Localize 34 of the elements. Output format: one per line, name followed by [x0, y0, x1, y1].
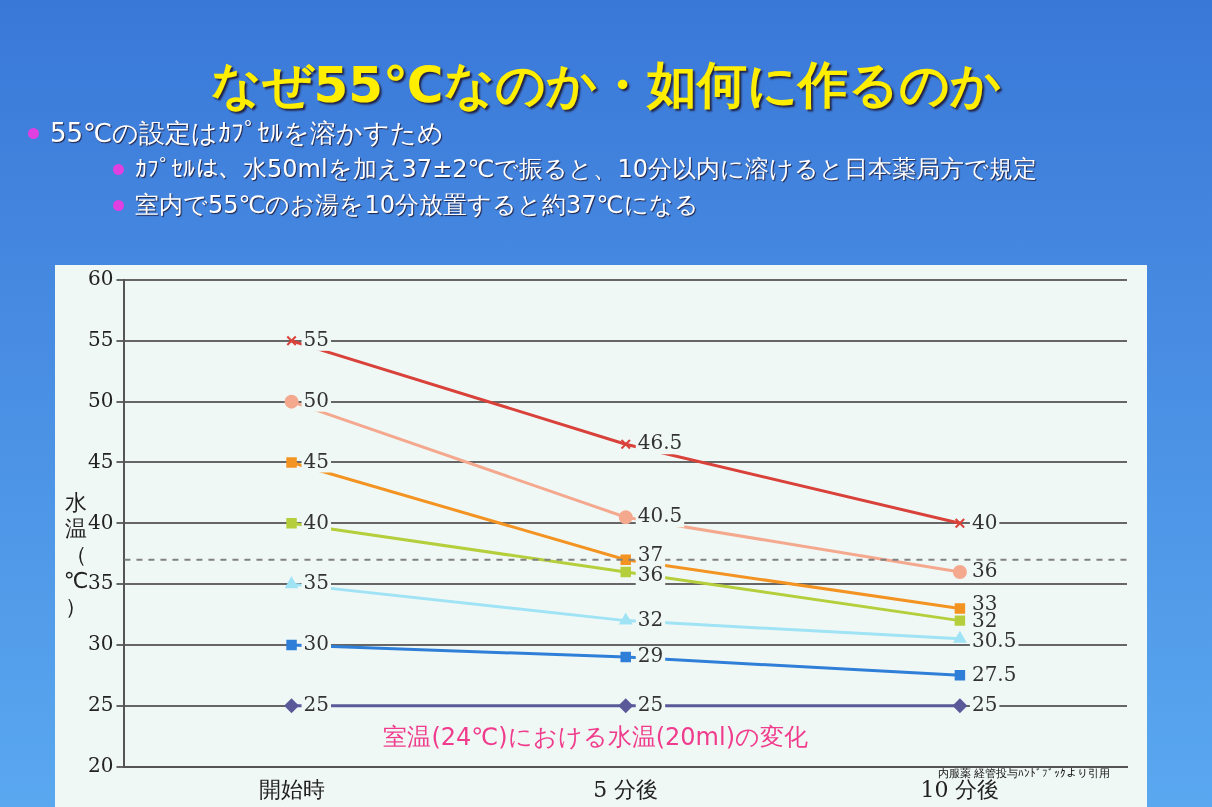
chart-title: なぜ55℃なのか・如何に作るのか [210, 55, 1002, 116]
y-axis-title: 水温（℃） [63, 490, 89, 620]
y-tick-label: 55 [88, 327, 114, 352]
text: 室温(24℃)における水温(20ml)の変化 [383, 722, 808, 751]
data-label: 25 [971, 691, 998, 716]
data-label: 32 [637, 606, 664, 631]
data-label: 27.5 [971, 661, 1017, 686]
y-tick-label: 40 [88, 509, 114, 534]
data-label: 40.5 [637, 503, 683, 528]
data-label: 45 [303, 448, 329, 473]
data-label: 29 [637, 643, 664, 668]
y-tick-label: 20 [88, 752, 114, 777]
x-tick-label: 5 分後 [593, 776, 659, 802]
y-tick-label: 60 [88, 266, 114, 291]
data-label: 40 [971, 509, 998, 534]
data-label: 25 [303, 691, 329, 716]
data-label: 25 [637, 691, 664, 716]
y-tick-label: 30 [88, 631, 114, 656]
text: 室内で55℃のお湯を10分放置すると約37℃になる [135, 190, 1190, 220]
y-tick-label: 50 [88, 387, 114, 412]
data-label: 55 [303, 327, 329, 352]
y-tick-label: 35 [88, 570, 114, 595]
data-label: 46.5 [637, 430, 683, 455]
text: 55℃の設定はｶﾌﾟｾﾙを溶かすため [50, 118, 1190, 148]
data-label: 30 [303, 631, 329, 656]
data-label: 35 [303, 570, 329, 595]
data-label: 30.5 [971, 627, 1017, 652]
y-tick-label: 45 [88, 448, 114, 473]
y-tick-label: 25 [88, 691, 114, 716]
data-label: 36 [971, 558, 998, 583]
text: ｶﾌﾟｾﾙは、水50mlを加え37±2℃で振ると、10分以内に溶けると日本薬局方で規定 [135, 154, 1190, 184]
data-label: 50 [303, 387, 329, 412]
x-tick-label: 開始時 [258, 776, 325, 802]
data-label: 40 [303, 509, 329, 534]
